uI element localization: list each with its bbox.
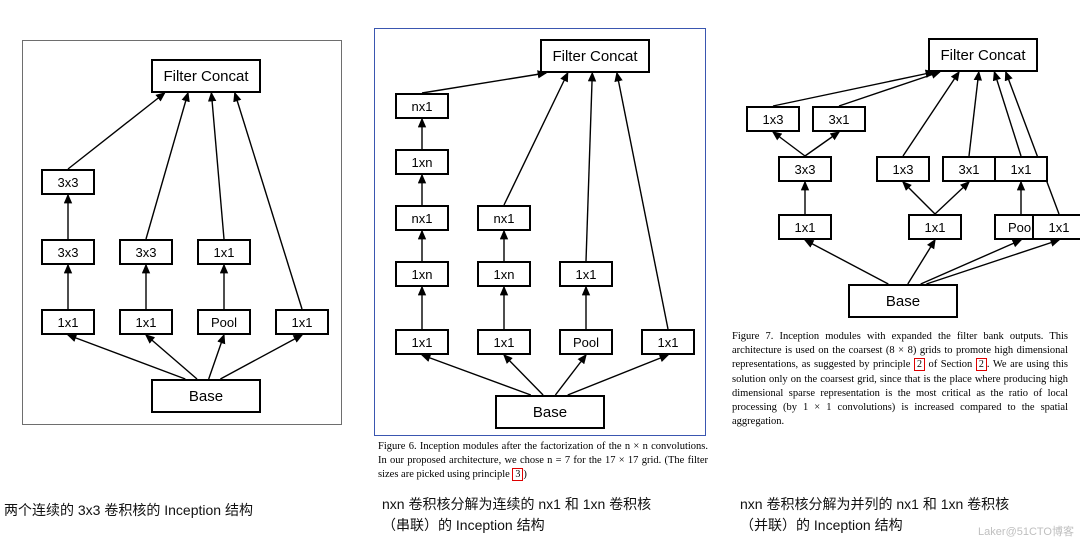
node-C-t1b: 3x1 <box>812 106 866 132</box>
node-A-c1r2: 3x3 <box>41 239 95 265</box>
edges-b <box>375 29 707 437</box>
node-B-c3r4: 1x1 <box>559 261 613 287</box>
chinese-caption-a: 两个连续的 3x3 卷积核的 Inception 结构 <box>4 500 253 521</box>
node-B-c2r4: 1xn <box>477 261 531 287</box>
diagram-b: Filter Concat Base nx1 1xn nx1 1xn 1x1 nx1 1xn 1x… <box>374 28 706 436</box>
node-A-top: Filter Concat <box>151 59 261 93</box>
chinese-caption-c: nxn 卷积核分解为并列的 nx1 和 1xn 卷积核（并联）的 Incepti… <box>740 494 1009 536</box>
node-B-c2r5: 1x1 <box>477 329 531 355</box>
node-C-t2a: 1x3 <box>876 156 930 182</box>
node-C-top: Filter Concat <box>928 38 1038 72</box>
node-C-m3: 1x1 <box>994 156 1048 182</box>
node-C-t1a: 1x3 <box>746 106 800 132</box>
node-B-top: Filter Concat <box>540 39 650 73</box>
panel-a: Filter Concat Base 3x3 3x3 1x1 3x3 1x1 1x1 Pool 1… <box>0 0 360 543</box>
node-B-c3r5: Pool <box>559 329 613 355</box>
chinese-caption-b: nxn 卷积核分解为连续的 nx1 和 1xn 卷积核（串联）的 Incepti… <box>382 494 651 536</box>
watermark: Laker@51CTO博客 <box>978 523 1074 539</box>
node-B-base: Base <box>495 395 605 429</box>
node-C-b1: 1x1 <box>778 214 832 240</box>
caption-fig6: Figure 6. Inception modules after the fa… <box>378 440 708 483</box>
node-A-c3r2: 1x1 <box>197 239 251 265</box>
node-C-b2: 1x1 <box>908 214 962 240</box>
node-C-t2b: 3x1 <box>942 156 996 182</box>
edges-a <box>23 41 343 426</box>
node-A-c1r1: 3x3 <box>41 169 95 195</box>
diagram-c: Filter ConcatBase1x33x13x31x11x33x11x11x… <box>732 30 1068 326</box>
node-A-c4r3: 1x1 <box>275 309 329 335</box>
node-B-c4r5: 1x1 <box>641 329 695 355</box>
node-B-c1r4: 1xn <box>395 261 449 287</box>
node-B-c1r2: 1xn <box>395 149 449 175</box>
node-A-c3r3: Pool <box>197 309 251 335</box>
node-A-c2r2: 3x3 <box>119 239 173 265</box>
node-B-c2r3: nx1 <box>477 205 531 231</box>
node-C-base: Base <box>848 284 958 318</box>
caption-fig7: Figure 7. Inception modules with expande… <box>732 330 1068 429</box>
node-C-b4: 1x1 <box>1032 214 1080 240</box>
node-C-m1: 3x3 <box>778 156 832 182</box>
diagram-a: Filter Concat Base 3x3 3x3 1x1 3x3 1x1 1x1 Pool 1… <box>22 40 342 425</box>
node-A-base: Base <box>151 379 261 413</box>
node-B-c1r1: nx1 <box>395 93 449 119</box>
node-B-c1r3: nx1 <box>395 205 449 231</box>
node-A-c2r3: 1x1 <box>119 309 173 335</box>
node-B-c1r5: 1x1 <box>395 329 449 355</box>
node-A-c1r3: 1x1 <box>41 309 95 335</box>
panel-c: Filter ConcatBase1x33x13x31x11x33x11x11x… <box>720 0 1080 543</box>
